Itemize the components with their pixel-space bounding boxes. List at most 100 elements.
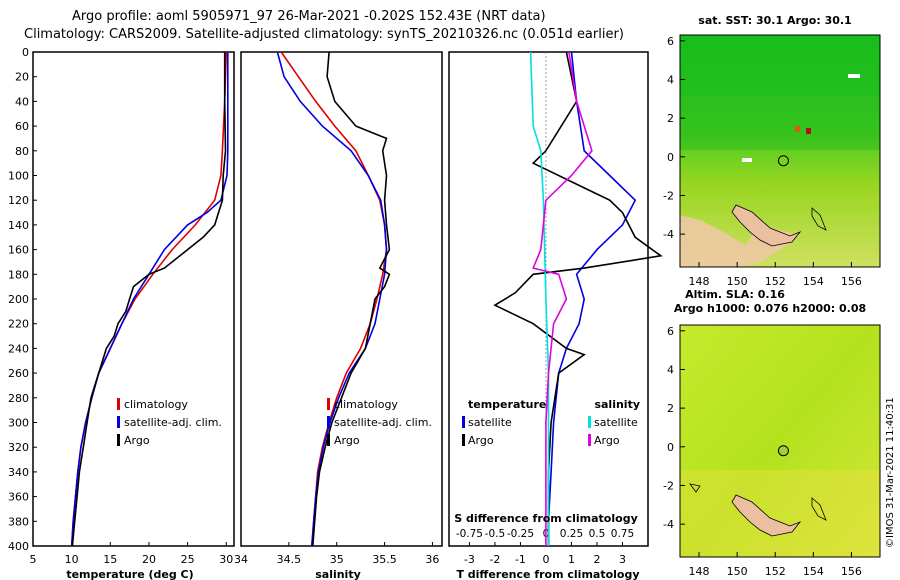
sla-map-subtitle: Argo h1000: 0.076 h2000: 0.08 [674,302,866,315]
depth-tick-label: 380 [8,515,29,528]
temperature-x-ticks: 5 10 15 20 25 30 [30,542,233,566]
salinity-legend: climatology satellite-adj. clim. Argo [327,398,432,447]
depth-tick-label: 400 [8,540,29,553]
lat-tick-label: -2 [663,189,674,202]
difference-x-ticks: -3 -2 -1 0 1 2 3 [464,542,626,566]
legend-swatch-climatology [117,398,120,410]
legend-label-temp-satellite: satellite [468,416,512,429]
sst-north-band [680,35,880,95]
lon-tick-label: 156 [841,565,862,578]
lat-tick-label: 6 [667,35,674,48]
difference-lines [493,51,663,546]
top-tick-label: 0.5 [589,528,606,540]
legend-title-temperature: temperature [468,398,546,411]
lat-tick-label: 4 [667,73,674,86]
lat-tick-label: 4 [667,363,674,376]
temperature-legend: climatology satellite-adj. clim. Argo [117,398,222,447]
x-tick-label: 30 [219,553,233,566]
legend-swatch-satellite [117,416,120,428]
x-tick-label: 0 [542,553,549,566]
series-line-argo [71,52,227,547]
lat-tick-label: 0 [667,441,674,454]
x-tick-label: 36 [425,553,439,566]
legend-swatch-argo [117,434,120,446]
temperature-x-label: temperature (deg C) [66,568,193,580]
legend-swatch-temp-satellite [462,416,465,428]
sst-hot-pixel [806,128,811,134]
top-tick-label: 0.25 [560,528,583,540]
legend-label-climatology: climatology [334,398,398,411]
legend-swatch-sal-argo [588,434,591,446]
lat-tick-label: 0 [667,151,674,164]
lon-tick-label: 152 [765,275,786,288]
temperature-lines [70,51,229,547]
top-tick-label: 0.75 [611,528,634,540]
x-tick-label: 10 [65,553,79,566]
series-line-argo [312,51,391,547]
lat-tick-label: -2 [663,479,674,492]
depth-tick-labels: 0 20 40 60 80 100 120 140 160 180 200 220 240 260 280 3… [8,46,453,553]
depth-tick-label: 240 [8,342,29,355]
sla-south-band [680,470,880,557]
salinity-difference-top-ticks: -0.75 -0.5 -0.25 0 0.25 0.5 0.75 [456,528,634,540]
sla-field [680,325,880,557]
depth-tick-label: 260 [8,367,29,380]
legend-label-climatology: climatology [124,398,188,411]
depth-tick-label: 40 [15,95,29,108]
sst-map-title: sat. SST: 30.1 Argo: 30.1 [698,14,851,27]
lat-tick-label: 6 [667,325,674,338]
legend-label-satellite: satellite-adj. clim. [334,416,432,429]
x-tick-label: 2 [593,553,600,566]
imos-watermark: ©IMOS 31-Mar-2021 11:40:31 [885,397,896,548]
legend-swatch-argo [327,434,330,446]
sla-map-title: Altim. SLA: 0.16 [685,288,785,301]
x-tick-label: 5 [30,553,37,566]
lon-tick-label: 148 [689,275,710,288]
depth-tick-label: 340 [8,466,29,479]
depth-tick-label: 20 [15,71,29,84]
legend-label-satellite: satellite-adj. clim. [124,416,222,429]
top-tick-label: -0.75 [456,528,483,540]
depth-tick-label: 360 [8,491,29,504]
lon-tick-label: 154 [803,565,824,578]
header-line-1: Argo profile: aoml 5905971_97 26-Mar-202… [72,9,546,24]
x-tick-label: 20 [142,553,156,566]
temperature-panel: 0 20 40 60 80 100 120 140 160 180 200 220 240 260 280 3… [8,46,453,580]
salinity-x-ticks: 34 34.5 35 35.5 36 [234,542,439,566]
depth-tick-label: 180 [8,268,29,281]
x-tick-label: -3 [464,553,475,566]
series-line-temperature-argo [493,51,663,546]
new-guinea-coastline [731,204,802,247]
legend-swatch-climatology [327,398,330,410]
x-tick-label: 3 [619,553,626,566]
depth-tick-label: 280 [8,392,29,405]
legend-label-sal-satellite: satellite [594,416,638,429]
depth-tick-label: 0 [22,46,29,59]
difference-top-label: S difference from climatology [454,512,638,525]
lat-tick-label: 2 [667,402,674,415]
top-tick-label: -0.5 [485,528,506,540]
legend-label-temp-argo: Argo [468,434,494,447]
sst-map-frame [679,34,881,268]
lat-tick-label: -4 [663,228,674,241]
lat-tick-label: 2 [667,112,674,125]
island-coastline [811,497,827,521]
x-tick-label: 1 [568,553,575,566]
series-line-satellite-adj-clim- [70,52,229,547]
legend-label-argo: Argo [124,434,150,447]
x-tick-label: -2 [489,553,500,566]
x-tick-label: 34.5 [277,553,302,566]
series-line-salinity-argo [532,51,593,546]
lon-tick-label: 156 [841,275,862,288]
sst-latitude-ticks: 6 4 2 0 -2 -4 [663,35,685,241]
legend-swatch-temp-argo [462,434,465,446]
depth-tick-label: 80 [15,145,29,158]
sst-missing-pixel [848,74,860,78]
island-coastline [689,483,701,493]
legend-title-salinity: salinity [594,398,640,411]
difference-x-label: T difference from climatology [456,568,639,580]
sst-longitude-ticks: 148 150 152 154 156 [689,262,862,288]
depth-tick-label: 300 [8,417,29,430]
new-guinea-coastline [731,494,802,537]
island-coastline [811,207,827,231]
